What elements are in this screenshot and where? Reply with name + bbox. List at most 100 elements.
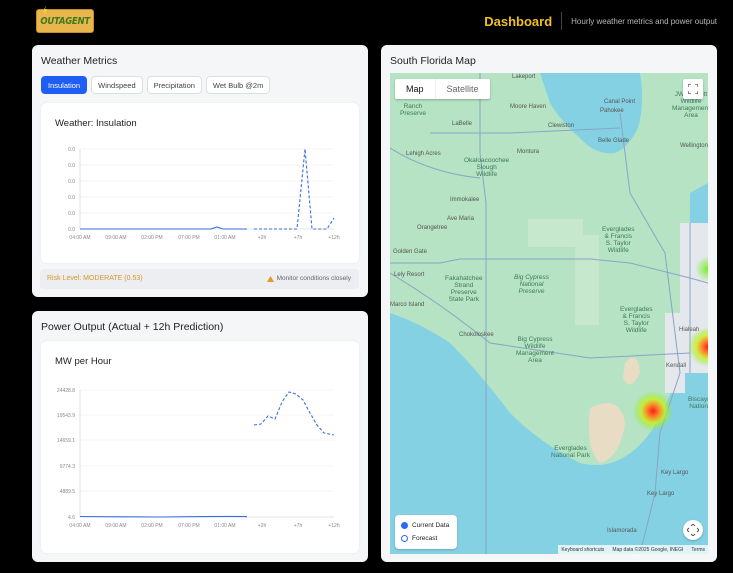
map-label: Ranch Preserve [400, 103, 427, 117]
svg-text:09:00 AM: 09:00 AM [105, 523, 126, 529]
svg-text:14659.1: 14659.1 [57, 438, 75, 444]
map-label: Immokalee [450, 197, 480, 203]
power-chart-panel: MW per Hour 24428.8 19543.9 14659.1 9774.3… [41, 341, 359, 553]
svg-text:0.0: 0.0 [68, 195, 75, 201]
tab-precipitation[interactable]: Precipitation [146, 76, 202, 94]
weather-tabs: Insulation Windspeed Precipitation Wet B… [41, 76, 271, 94]
svg-text:09:00 AM: 09:00 AM [105, 235, 126, 241]
map-base [390, 73, 708, 554]
svg-text:9774.3: 9774.3 [60, 464, 76, 470]
legend-forecast[interactable]: Forecast [401, 535, 437, 542]
page-title: Dashboard [484, 13, 553, 29]
weather-metrics-title: Weather Metrics [41, 55, 118, 67]
map-label: Islamorada [607, 528, 637, 534]
map-label: Kendall [666, 363, 687, 369]
terms-link[interactable]: Terms [691, 546, 705, 553]
svg-text:04:00 AM: 04:00 AM [69, 523, 90, 529]
tab-insulation[interactable]: Insulation [41, 76, 88, 94]
map-label: Everglades & Francis S. Taylor Wildlife [602, 226, 635, 254]
heatmap-hotspot-ftlauderdale [695, 256, 708, 282]
map-label: LaBelle [452, 121, 473, 127]
map-label: Everglades National Park [551, 445, 591, 459]
map-label: Lehigh Acres [406, 151, 441, 157]
power-output-card: Power Output (Actual + 12h Prediction) M… [32, 311, 368, 562]
legend-current-data[interactable]: Current Data [401, 522, 449, 529]
map-label: Key Largo [647, 491, 675, 497]
map-label: BiscayneNational [688, 396, 708, 410]
map-label: Chokoloskee [459, 332, 494, 338]
svg-text:19543.9: 19543.9 [57, 413, 75, 419]
radio-selected-icon [401, 522, 408, 529]
svg-text:0.0: 0.0 [68, 211, 75, 217]
keyboard-shortcuts-link[interactable]: Keyboard shortcuts [561, 546, 605, 553]
actual-series-line [79, 515, 248, 518]
svg-text:+7h: +7h [294, 523, 303, 529]
map-camera-control[interactable] [683, 520, 703, 540]
header-divider [561, 12, 563, 30]
map-label: Hialeah [679, 327, 700, 333]
warning-triangle-icon [266, 275, 274, 282]
page-subtitle: Hourly weather metrics and power output [571, 16, 717, 26]
svg-text:+2h: +2h [258, 235, 267, 241]
map-label: Pahokee [600, 108, 624, 114]
svg-text:4.6: 4.6 [68, 515, 75, 521]
lightning-bolt-icon [43, 5, 47, 17]
svg-text:01:00 AM: 01:00 AM [214, 235, 235, 241]
insulation-line-chart[interactable]: 0.0 0.0 0.0 0.0 0.0 0.0 04:00 AM 09:00 AM 02:… [41, 103, 359, 263]
power-line-chart[interactable]: 24428.8 19543.9 14659.1 9774.3 4889.5 4.6 04… [41, 341, 359, 553]
map-label: Moore Haven [510, 104, 547, 110]
map-label: Ave Maria [447, 216, 474, 222]
map-label: Clewiston [548, 123, 575, 129]
map-type-satellite-button[interactable]: Satellite [434, 79, 490, 99]
svg-text:0.0: 0.0 [68, 163, 75, 169]
map-label: Belle Glade [598, 138, 630, 144]
svg-text:07:00 PM: 07:00 PM [178, 523, 199, 529]
svg-text:04:00 AM: 04:00 AM [69, 235, 90, 241]
risk-note: Monitor conditions closely [276, 275, 351, 282]
map-title: South Florida Map [390, 55, 476, 67]
map-label: Montura [517, 149, 540, 155]
power-chart-title: MW per Hour [55, 356, 112, 367]
svg-text:02:00 PM: 02:00 PM [141, 523, 162, 529]
x-axis-ticks: 04:00 AM 09:00 AM 02:00 PM 07:00 PM 01:00 … [69, 235, 339, 241]
risk-level-bar: Risk Level: MODERATE (0.53) Monitor cond… [40, 269, 359, 289]
map-type-map-button[interactable]: Map [406, 84, 424, 94]
svg-text:24428.8: 24428.8 [57, 388, 75, 394]
map-label: Lely Resort [394, 272, 425, 278]
svg-text:+2h: +2h [258, 523, 267, 529]
south-florida-map[interactable]: Lakeport Ranch Preserve Moore Haven Canal Po… [390, 73, 708, 554]
map-label: Big Cypress Wildlife Management Area [516, 336, 554, 364]
insulation-chart-panel: Weather: Insulation 0.0 0.0 0.0 0.0 0.0 0.0 … [41, 103, 359, 263]
svg-text:01:00 AM: 01:00 AM [214, 523, 235, 529]
risk-level-label: Risk Level: MODERATE (0.53) [47, 275, 143, 282]
tab-windspeed[interactable]: Windspeed [91, 76, 143, 94]
weather-metrics-card: Weather Metrics Insulation Windspeed Pre… [32, 45, 368, 297]
map-label: Key Largo [661, 470, 689, 476]
map-attribution: Keyboard shortcuts Map data ©2025 Google… [558, 545, 708, 554]
svg-text:+12h: +12h [328, 523, 339, 529]
map-data-credit: Map data ©2025 Google, INEGI [612, 546, 684, 553]
svg-text:+12h: +12h [328, 235, 339, 241]
power-output-title: Power Output (Actual + 12h Prediction) [41, 321, 224, 333]
fullscreen-button[interactable] [683, 79, 703, 99]
map-type-control: Map Satellite [395, 79, 490, 99]
svg-text:0.0: 0.0 [68, 227, 75, 233]
heatmap-hotspot-homestead [633, 391, 673, 431]
radio-unselected-icon [401, 535, 408, 542]
app-header: OUTAGENT Dashboard Hourly weather metric… [0, 0, 733, 44]
insulation-chart-title: Weather: Insulation [55, 118, 137, 129]
map-label: Marco Island [390, 302, 425, 308]
y-axis-ticks: 0.0 0.0 0.0 0.0 0.0 0.0 [68, 147, 75, 233]
forecast-series-line [254, 148, 335, 230]
tab-wet-bulb[interactable]: Wet Bulb @2m [205, 76, 271, 94]
forecast-series-line [253, 391, 335, 436]
map-legend: Current Data Forecast [395, 515, 457, 549]
map-label: Orangetree [417, 225, 448, 231]
heatmap-hotspot-miami [688, 327, 708, 367]
pan-arrows-icon [687, 524, 699, 536]
map-card: South Florida Map [381, 45, 717, 562]
svg-text:02:00 PM: 02:00 PM [141, 235, 162, 241]
map-label: Everglades & Francis S. Taylor Wildlife [620, 306, 653, 334]
svg-text:0.0: 0.0 [68, 179, 75, 185]
outagent-logo[interactable]: OUTAGENT [36, 5, 94, 33]
